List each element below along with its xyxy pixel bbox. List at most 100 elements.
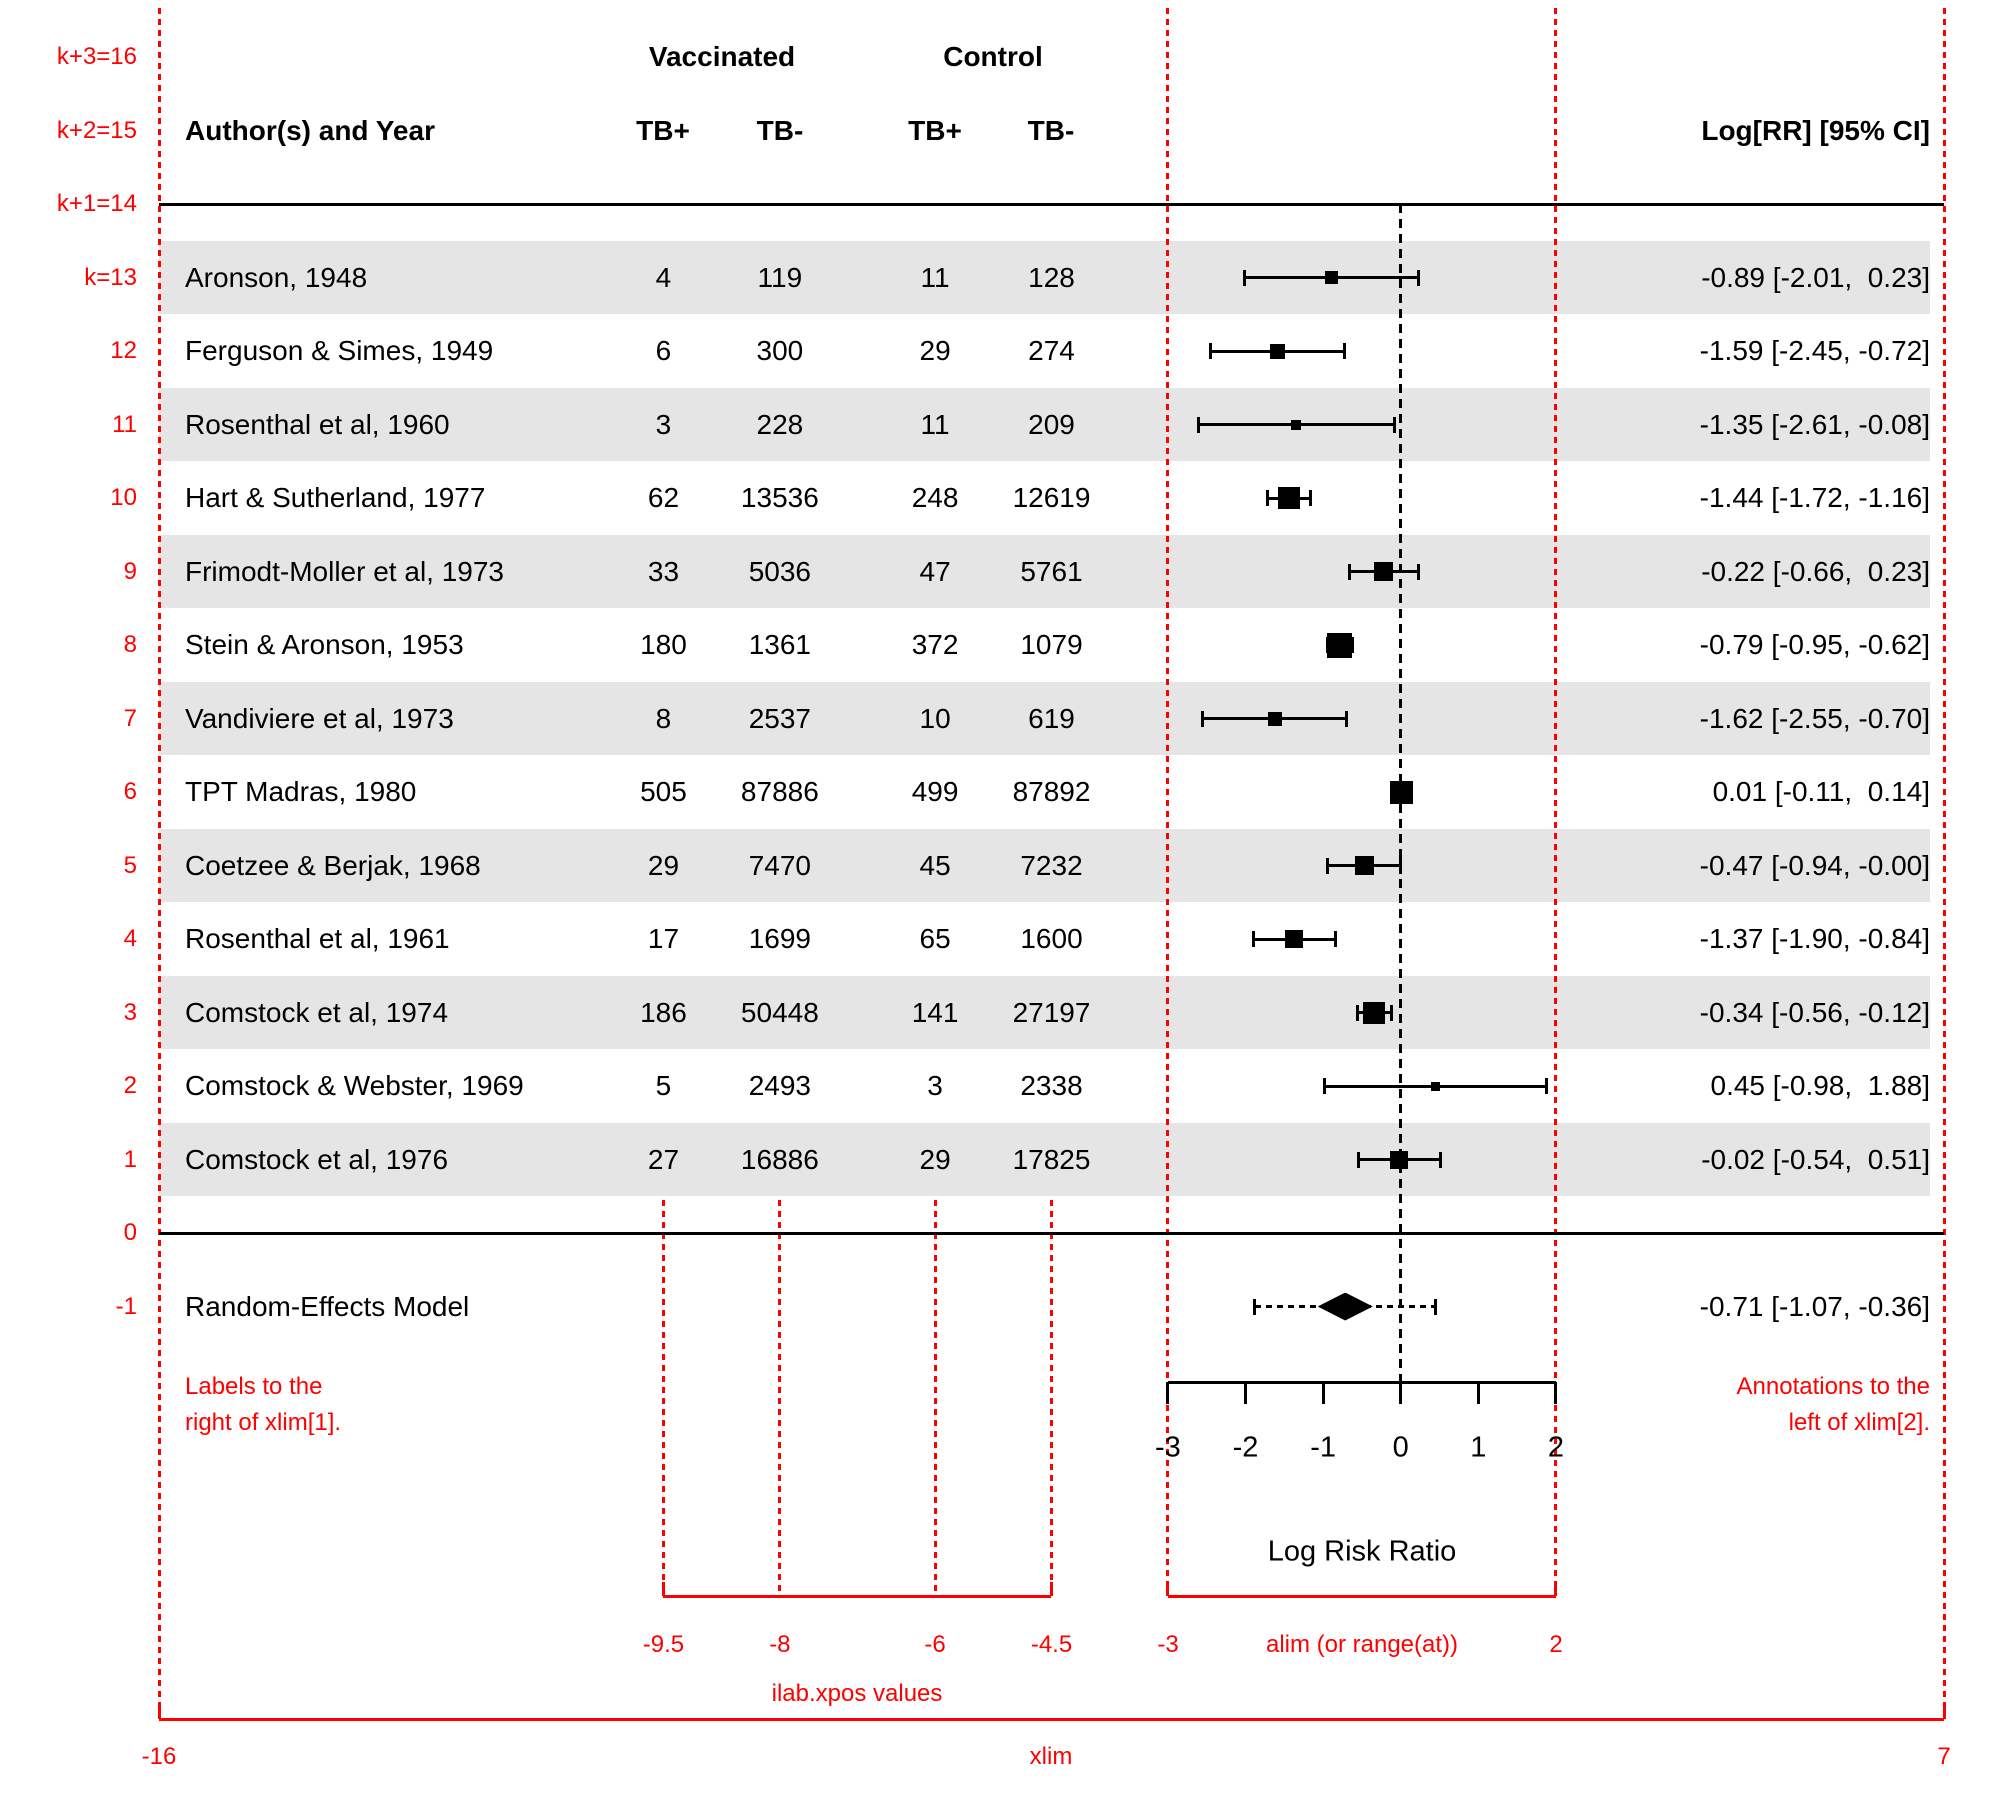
point-estimate-square (1285, 930, 1304, 948)
ci-whisker-cap-right (1417, 563, 1421, 580)
study-count: 27 (647, 1143, 680, 1175)
result-axis-line (1167, 1380, 1556, 1384)
row-index-label: 11 (112, 410, 137, 438)
ci-whisker-cap-left (1323, 1078, 1327, 1094)
study-count: 7470 (748, 849, 812, 881)
study-label: Frimodt-Moller et al, 1973 (185, 555, 505, 587)
ci-whisker-cap-right (1399, 857, 1403, 874)
study-count: 65 (919, 923, 951, 954)
row-index-label: 10 (110, 484, 137, 511)
ilab-guide-line (661, 1200, 665, 1595)
study-count: 50448 (740, 996, 819, 1028)
study-annotation: -1.59 [-2.45, -0.72] (1699, 335, 1930, 366)
study-count: 5761 (1020, 555, 1083, 587)
ilab-axis-tick-label: -8 (769, 1631, 791, 1658)
study-annotation: -0.79 [-0.95, -0.62] (1699, 629, 1930, 660)
point-estimate-square (1290, 419, 1301, 430)
row-index-label: k+3=16 (56, 43, 137, 70)
annotation-column-header: Log[RR] [95% CI] (1701, 115, 1930, 146)
alim-axis-end-tick (1554, 1582, 1558, 1596)
annotations-note-line1: Annotations to the (1736, 1373, 1930, 1400)
ci-whisker-cap-right (1393, 416, 1397, 433)
ilab-guide-line (1050, 1200, 1053, 1595)
point-estimate-square (1277, 487, 1300, 509)
alim-axis-caption: alim (or range(at)) (1265, 1631, 1459, 1658)
col-header-tbpos-vaccinated: TB+ (636, 115, 690, 146)
study-count: 11 (920, 261, 950, 293)
xlim-axis-end-tick (1942, 1705, 1946, 1719)
ilab-guide-line (933, 1200, 937, 1595)
labels-note-line2: right of xlim[1]. (185, 1409, 342, 1436)
table-bottom-rule (159, 1231, 1944, 1235)
study-count: 505 (640, 776, 687, 807)
ci-whisker-cap-right (1438, 1151, 1442, 1168)
row-index-label: 0 (123, 1219, 137, 1246)
row-index-label: 8 (123, 631, 137, 658)
study-count: 2493 (748, 1070, 812, 1101)
study-count: 499 (911, 776, 959, 807)
ci-whisker-cap-left (1196, 416, 1200, 433)
study-label: Stein & Aronson, 1953 (185, 629, 464, 660)
study-count: 3 (655, 408, 672, 440)
ilab-axis-caption: ilab.xpos values (771, 1680, 943, 1707)
alim-guide-line (1166, 8, 1170, 1595)
x-axis-label: Log Risk Ratio (1267, 1535, 1457, 1568)
study-count: 11 (920, 408, 950, 440)
row-index-label: 4 (123, 925, 137, 952)
study-count: 87892 (1012, 776, 1091, 807)
study-annotation: -0.34 [-0.56, -0.12] (1699, 996, 1930, 1028)
study-count: 27197 (1012, 996, 1091, 1028)
result-axis-tick-label: 2 (1547, 1431, 1565, 1464)
study-count: 1079 (1020, 629, 1083, 660)
study-label: Ferguson & Simes, 1949 (185, 335, 494, 366)
alim-axis-right-value: 2 (1549, 1631, 1563, 1658)
study-label: Rosenthal et al, 1961 (185, 923, 450, 954)
point-estimate-square (1268, 711, 1282, 726)
col-header-tbpos-control: TB+ (908, 115, 962, 146)
study-count: 87886 (740, 776, 819, 807)
study-count: 5 (655, 1070, 672, 1101)
col-header-tbneg-control: TB- (1027, 115, 1075, 146)
alim-axis-end-tick (1166, 1582, 1170, 1596)
author-column-header: Author(s) and Year (185, 115, 435, 146)
study-count: 274 (1028, 335, 1075, 366)
ci-whisker-cap-right (1344, 710, 1348, 727)
row-shading-band (159, 534, 1930, 609)
ci-whisker-cap-left (1251, 931, 1255, 947)
result-axis-tick (1476, 1382, 1480, 1404)
study-count: 17 (647, 923, 680, 954)
row-shading-band (159, 1122, 1930, 1197)
study-count: 12619 (1012, 482, 1091, 513)
study-label: Comstock & Webster, 1969 (185, 1070, 524, 1101)
ci-whisker-cap-right (1389, 1004, 1393, 1021)
ilab-axis-end-tick (1050, 1582, 1053, 1596)
study-count: 47 (919, 555, 951, 587)
point-estimate-square (1390, 780, 1413, 804)
study-annotation: -1.37 [-1.90, -0.84] (1699, 923, 1930, 954)
result-axis-tick-label: 0 (1392, 1431, 1409, 1464)
labels-note-line1: Labels to the (185, 1373, 323, 1400)
study-annotation: -0.22 [-0.66, 0.23] (1701, 555, 1930, 587)
ilab-axis-tick-label: -9.5 (642, 1631, 685, 1658)
point-estimate-square (1269, 343, 1285, 359)
study-label: Comstock et al, 1976 (185, 1143, 449, 1175)
study-count: 10 (919, 702, 951, 734)
xlim-axis-end-tick (157, 1705, 161, 1719)
study-count: 17825 (1012, 1143, 1091, 1175)
study-count: 2338 (1020, 1070, 1083, 1101)
row-index-label: 1 (123, 1145, 137, 1173)
result-axis-tick (1554, 1382, 1558, 1404)
alim-axis-line (1167, 1595, 1556, 1598)
ci-whisker-cap-right (1545, 1078, 1549, 1094)
study-count: 186 (640, 996, 687, 1028)
summary-label: Random-Effects Model (185, 1291, 470, 1322)
xlim-guide-line (1942, 8, 1946, 1718)
result-axis-tick (1244, 1382, 1248, 1404)
row-index-label: 12 (110, 337, 137, 364)
study-count: 619 (1028, 702, 1075, 734)
study-count: 2537 (748, 702, 812, 734)
study-count: 29 (647, 849, 680, 881)
xlim-axis-left-value: -16 (141, 1743, 177, 1770)
xlim-axis-right-value: 7 (1937, 1743, 1951, 1770)
